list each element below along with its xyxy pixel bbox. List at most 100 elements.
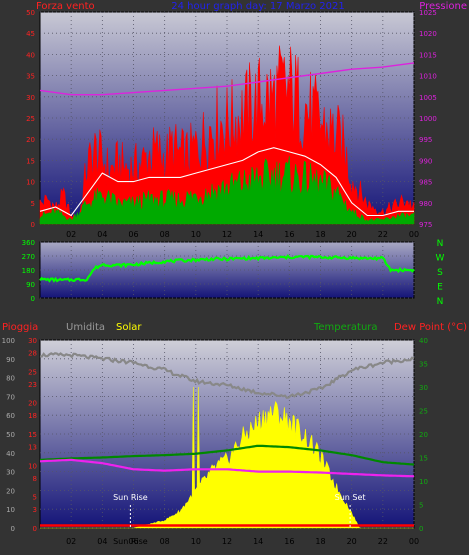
temperature-y-tick: 5 [419, 502, 423, 510]
direction-y-tick: 180 [22, 267, 35, 275]
rain-y-tick: 8 [33, 475, 37, 483]
bottom-axes: 0 10 20 30 40 5 06 0 70 80 90 100 0 3 5 8 10 13 15 18 20 23 25… [2, 337, 428, 546]
rain-y-tick: 10 [28, 462, 37, 470]
bottom-x-tick: 22 [378, 537, 388, 546]
temperature-y-tick: 40 [419, 337, 428, 345]
series-dewpoint [39, 458, 415, 478]
top-y-tick-left: 45 [26, 30, 35, 38]
compass-label: W [436, 254, 445, 264]
top-x-tick: 12 [222, 230, 232, 239]
bottom-x-tick: 00 [409, 537, 419, 546]
solar-axis-title: Solar [116, 322, 142, 333]
direction-y-tick: 360 [22, 239, 35, 247]
humidity-y-tick: 30 [6, 469, 15, 477]
rain-y-tick: 13 [28, 444, 37, 452]
humidity-y-tick: 70 [6, 393, 15, 401]
top-x-tick: 08 [160, 230, 170, 239]
rain-axis-title: Pioggia [2, 322, 38, 333]
humidity-y-tick: 40 [6, 450, 15, 458]
top-y-tick-right: 985 [419, 179, 432, 187]
rain-y-tick: 0 [33, 525, 37, 533]
top-x-tick: 22 [378, 230, 388, 239]
series-avg [39, 147, 414, 217]
top-x-tick: 04 [97, 230, 107, 239]
direction-series [39, 254, 415, 283]
humidity-y-tick: 10 [6, 506, 15, 514]
top-y-tick-left: 40 [26, 51, 35, 59]
top-x-tick: 20 [347, 230, 357, 239]
rain-y-tick: 28 [28, 350, 37, 358]
bottom-x-tick: 14 [253, 537, 263, 546]
top-y-tick-left: 25 [26, 115, 35, 123]
sun-marker-label: Sun Rise [113, 493, 148, 502]
pressure-axis-title: Pressione [419, 1, 467, 12]
series-temperature [39, 444, 415, 466]
bottom-x-tick: Sun Rise [113, 537, 148, 546]
series-humidity [39, 352, 415, 399]
series-solar [40, 386, 414, 529]
temperature-y-tick: 15 [419, 455, 428, 463]
top-chart-title: 24 hour graph day: 17 Marzo 2021 [171, 1, 344, 12]
humidity-y-tick: 20 [6, 487, 15, 495]
rain-y-tick: 20 [28, 400, 37, 408]
humidity-y-tick: 90 [6, 356, 15, 364]
wind-axis-title: Forza vento [36, 1, 95, 12]
temperature-y-tick: 0 [419, 525, 423, 533]
rain-y-tick: 3 [33, 506, 37, 514]
top-x-tick: 00 [409, 230, 419, 239]
top-y-tick-right: 975 [419, 221, 432, 229]
top-y-tick-right: 990 [419, 157, 432, 165]
rain-y-tick: 5 [33, 494, 37, 502]
bottom-x-tick: 04 [97, 537, 107, 546]
bottom-series: Sun Rise Sun Set [39, 352, 415, 529]
temperature-y-tick: 25 [419, 408, 428, 416]
humidity-axis-title: Umidita [66, 322, 105, 333]
humidity-y-tick: 80 [6, 375, 15, 383]
top-x-tick: 10 [191, 230, 201, 239]
top-x-tick: 02 [66, 230, 76, 239]
series-direction [39, 254, 415, 283]
temperature-y-tick: 20 [419, 431, 428, 439]
humidity-y-tick: 0 [11, 525, 15, 533]
top-x-tick: 06 [128, 230, 138, 239]
direction-y-tick: 0 [31, 295, 35, 303]
rain-y-tick: 23 [28, 381, 37, 389]
bottom-x-tick: 12 [222, 537, 232, 546]
compass-label: N [437, 297, 444, 307]
temperature-axis-title: Temperatura [313, 322, 378, 333]
rain-y-tick: 25 [28, 368, 37, 376]
compass-label: E [437, 283, 443, 293]
top-y-tick-left: 50 [26, 9, 35, 17]
top-y-tick-right: 1025 [419, 9, 437, 17]
bottom-x-tick: 08 [160, 537, 170, 546]
humidity-y-tick: 100 [2, 337, 15, 345]
direction-y-tick: 90 [26, 281, 35, 289]
top-x-tick: 14 [253, 230, 263, 239]
top-y-tick-left: 30 [26, 94, 35, 102]
top-axes: 0510152025303540455097598098599099510001… [26, 9, 437, 239]
dewpoint-axis-title: Dew Point (°C) [394, 322, 467, 333]
top-y-tick-left: 5 [31, 200, 35, 208]
bottom-x-tick: 18 [315, 537, 325, 546]
compass-label: N [437, 239, 444, 249]
top-y-tick-left: 0 [31, 221, 35, 229]
top-y-tick-right: 1010 [419, 73, 437, 81]
temperature-y-tick: 30 [419, 384, 428, 392]
top-y-tick-right: 1015 [419, 51, 437, 59]
top-y-tick-left: 35 [26, 73, 35, 81]
rain-y-tick: 18 [28, 412, 37, 420]
rain-y-tick: 15 [28, 431, 37, 439]
top-y-tick-right: 1020 [419, 30, 437, 38]
top-x-tick: 18 [315, 230, 325, 239]
top-y-tick-left: 15 [26, 157, 35, 165]
top-y-tick-right: 995 [419, 136, 432, 144]
bottom-x-tick: 20 [347, 537, 357, 546]
series-pressure [39, 62, 415, 96]
rain-y-tick: 30 [28, 337, 37, 345]
humidity-y-tick: 50 [6, 431, 15, 439]
direction-y-tick: 270 [22, 253, 35, 261]
bottom-x-tick: 06 [128, 537, 138, 546]
